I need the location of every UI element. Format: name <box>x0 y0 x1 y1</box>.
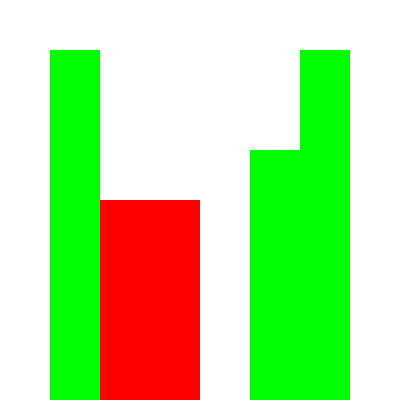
green-right-lower-block <box>250 150 300 400</box>
green-right-tall-pillar <box>300 50 350 400</box>
green-left-pillar <box>50 50 100 400</box>
red-block <box>100 200 200 400</box>
